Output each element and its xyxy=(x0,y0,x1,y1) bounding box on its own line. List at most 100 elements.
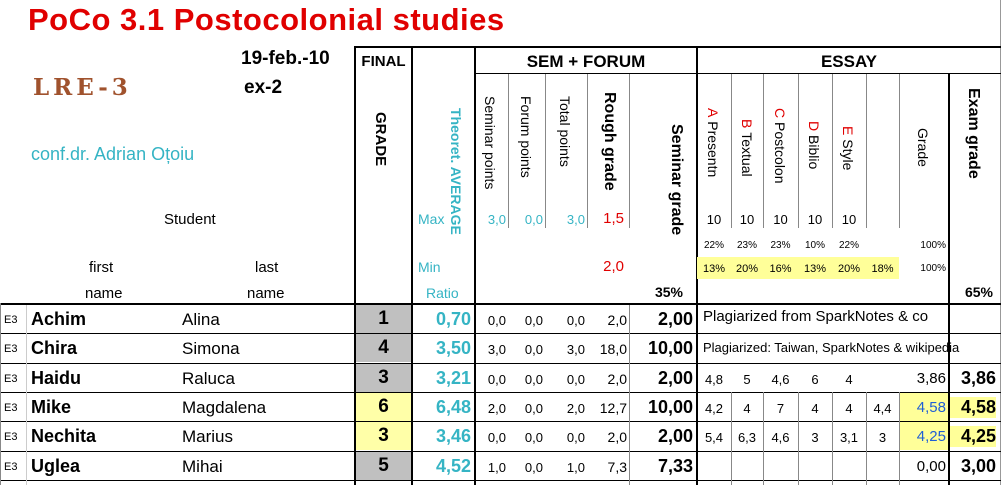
weight2-d: 13% xyxy=(803,263,827,275)
seminar-points-cell: 2,0 xyxy=(487,401,506,416)
criterion-a-header: A Presentn xyxy=(705,108,721,178)
ratio-label: Ratio xyxy=(426,285,459,301)
essay-grade-header: Grade xyxy=(915,128,931,167)
total-points-cell: 3,0 xyxy=(566,342,585,357)
essay-grade-bg xyxy=(900,422,948,450)
final-cell-bg xyxy=(356,305,411,333)
final-cell-bg xyxy=(356,422,411,450)
forum-points-header: Forum points xyxy=(518,96,534,178)
first-name-cell: Achim xyxy=(31,309,87,329)
last-name-cell: Marius xyxy=(182,427,234,446)
seminar-grade-header: Seminar grade xyxy=(668,124,685,236)
group-cell: E3 xyxy=(4,373,18,385)
last-name-label: name xyxy=(247,285,285,302)
criterion-d-header: D Biblio xyxy=(806,121,822,170)
first-name-cell: Haidu xyxy=(31,368,82,388)
exam-label: ex-2 xyxy=(244,77,283,98)
weight2-a: 13% xyxy=(702,263,726,275)
essay-max-c: 10 xyxy=(773,212,788,227)
last-name-cell: Raluca xyxy=(182,369,235,388)
essay-max-e: 10 xyxy=(841,212,857,227)
essay-header: ESSAY xyxy=(820,52,878,71)
forum-points-cell: 0,0 xyxy=(524,460,543,475)
criterion-e-header: E Style xyxy=(840,126,856,171)
exam-grade-cell: 4,25 xyxy=(950,426,996,447)
group-label: group xyxy=(0,162,3,196)
criterion-f-cell: 4,4 xyxy=(873,401,892,416)
group-cell: E3 xyxy=(4,402,18,414)
total-points-cell: 0,0 xyxy=(566,372,585,387)
forum-points-cell: 0,0 xyxy=(524,430,543,445)
criterion-f-cell: 3 xyxy=(878,430,887,445)
seminar-grade-cell: 2,00 xyxy=(657,368,693,388)
essay-max-b: 10 xyxy=(739,212,755,227)
average-cell: 4,52 xyxy=(435,456,471,476)
weight2-e: 20% xyxy=(837,263,861,275)
seminar-grade-cell: 2,00 xyxy=(657,426,693,446)
seminar-grade-cell: 7,33 xyxy=(657,456,693,476)
essay-grade-bg xyxy=(900,393,948,421)
criterion-d-cell: 6 xyxy=(811,372,819,387)
final-cell-bg xyxy=(356,452,411,480)
group-cell: E3 xyxy=(4,461,18,473)
weight1-c: 23% xyxy=(770,240,791,251)
weight2-total: 100% xyxy=(920,263,946,274)
criterion-e-cell: 3,1 xyxy=(839,430,859,445)
forum-points-cell: 0,0 xyxy=(524,313,543,328)
criterion-a-cell: 4,2 xyxy=(704,401,724,416)
criterion-b-cell: 6,3 xyxy=(737,430,757,445)
essay-grade-cell: 0,00 xyxy=(916,458,946,475)
essay-max-d: 10 xyxy=(807,212,823,227)
theoret-average-header: Theoret. AVERAGE xyxy=(448,108,464,235)
max-label: Max xyxy=(418,211,445,227)
seminar-points-cell: 0,0 xyxy=(487,313,506,328)
weight2-f: 18% xyxy=(871,263,894,275)
min-label: Min xyxy=(418,259,441,275)
essay-grade-cell: 4,58 xyxy=(916,399,946,416)
seminar-points-cell: 0,0 xyxy=(487,372,506,387)
essay-max-a: 10 xyxy=(706,212,722,227)
criterion-d-cell: 4 xyxy=(811,401,819,416)
criterion-c-cell: 7 xyxy=(776,401,785,416)
criterion-b-cell: 4 xyxy=(743,401,751,416)
criterion-c-cell: 4,6 xyxy=(771,430,790,445)
group-cell: E3 xyxy=(4,343,18,355)
weight1-a: 22% xyxy=(703,240,724,251)
seminar-points-cell: 1,0 xyxy=(487,460,506,475)
first-name-cell: Uglea xyxy=(31,456,81,476)
last-name-cell: Simona xyxy=(182,339,240,358)
criterion-e-cell: 4 xyxy=(845,401,853,416)
exam-percent: 65% xyxy=(964,284,993,300)
total-points-cell: 1,0 xyxy=(566,460,585,475)
last-label: last xyxy=(255,259,279,276)
weight1-e: 22% xyxy=(838,240,859,251)
criterion-a-cell: 5,4 xyxy=(704,430,724,445)
exam-grade-cell: 3,86 xyxy=(960,368,996,388)
weight1-d: 10% xyxy=(804,240,825,251)
sem-forum-header: SEM + FORUM xyxy=(526,52,646,71)
seminar-points-cell: 0,0 xyxy=(487,430,506,445)
final-cell-bg xyxy=(356,393,411,421)
final-grade-cell: 5 xyxy=(378,455,389,476)
weight1-b: 23% xyxy=(736,240,757,251)
criterion-c-cell: 4,6 xyxy=(771,372,790,387)
last-name-cell: Magdalena xyxy=(182,398,267,417)
student-label: Student xyxy=(164,211,216,228)
rough-grade-cell: 2,0 xyxy=(607,371,627,387)
course-code: LRE-3 xyxy=(33,74,132,101)
essay-grade-cell: 4,25 xyxy=(916,428,946,445)
rough-grade-cell: 7,3 xyxy=(607,459,627,475)
final-grade-cell: 1 xyxy=(378,308,389,329)
rough-grade-cell: 12,7 xyxy=(599,400,627,416)
max-rough-grade: 1,5 xyxy=(603,210,624,227)
note-cell: Plagiarized from SparkNotes & co xyxy=(703,308,929,325)
weight2-c: 16% xyxy=(769,263,792,275)
seminar-points-cell: 3,0 xyxy=(487,342,506,357)
first-name-cell: Chira xyxy=(31,338,78,358)
max-total-points: 3,0 xyxy=(566,212,585,227)
criterion-e-cell: 4 xyxy=(845,372,853,387)
final-cell-bg xyxy=(356,364,411,392)
final-header: FINAL xyxy=(361,53,406,70)
rough-grade-header: Rough grade xyxy=(601,92,618,191)
note-cell: Plagiarized: Taiwan, SparkNotes & wikipe… xyxy=(703,340,960,355)
